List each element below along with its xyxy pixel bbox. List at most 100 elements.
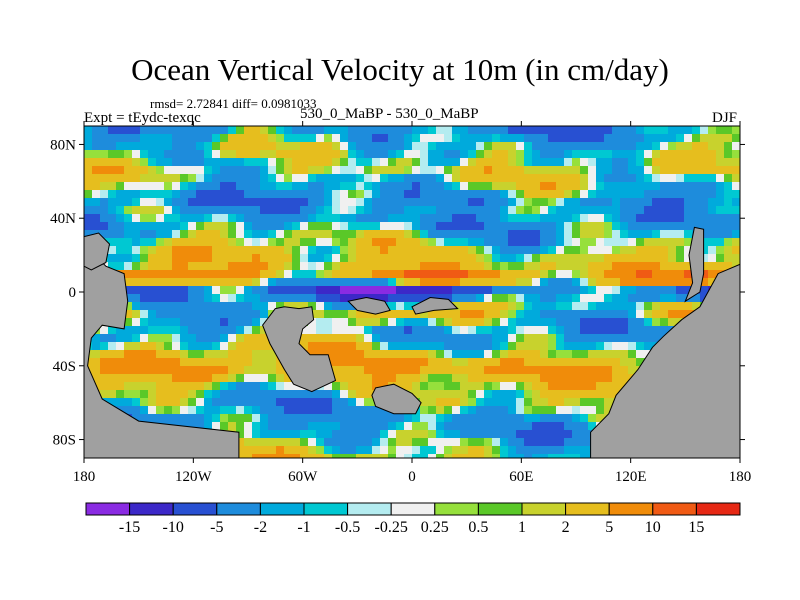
- field-cell: [388, 206, 397, 215]
- field-cell: [516, 198, 525, 207]
- field-cell: [412, 414, 421, 423]
- field-cell: [220, 174, 229, 183]
- field-cell: [292, 174, 301, 183]
- field-cell: [572, 270, 581, 279]
- colorbar-label: 1: [518, 519, 526, 536]
- field-cell: [572, 126, 581, 135]
- field-cell: [316, 310, 325, 319]
- field-cell: [260, 414, 269, 423]
- field-cell: [396, 334, 405, 343]
- field-cell: [452, 230, 461, 239]
- field-cell: [724, 262, 733, 271]
- field-cell: [708, 150, 717, 159]
- field-cell: [172, 398, 181, 407]
- field-cell: [492, 302, 501, 311]
- field-cell: [684, 150, 693, 159]
- field-cell: [292, 422, 301, 431]
- field-cell: [612, 198, 621, 207]
- field-cell: [252, 430, 261, 439]
- field-cell: [612, 382, 621, 391]
- field-cell: [196, 254, 205, 263]
- field-cell: [196, 142, 205, 151]
- field-cell: [564, 246, 573, 255]
- field-cell: [500, 350, 509, 359]
- field-cell: [148, 414, 157, 423]
- field-cell: [628, 302, 637, 311]
- field-cell: [572, 254, 581, 263]
- field-cell: [460, 414, 469, 423]
- field-cell: [212, 166, 221, 175]
- field-cell: [428, 182, 437, 191]
- field-cell: [212, 278, 221, 287]
- land-mask: [84, 126, 740, 458]
- field-cell: [540, 406, 549, 415]
- field-cell: [188, 214, 197, 223]
- field-cell: [364, 190, 373, 199]
- field-cell: [180, 134, 189, 143]
- field-cell: [612, 158, 621, 167]
- field-cell: [372, 222, 381, 231]
- field-cell: [716, 166, 725, 175]
- field-cell: [236, 126, 245, 135]
- field-cell: [420, 430, 429, 439]
- field-cell: [540, 310, 549, 319]
- field-cell: [588, 214, 597, 223]
- field-cell: [292, 430, 301, 439]
- field-cell: [492, 134, 501, 143]
- field-cell: [580, 382, 589, 391]
- field-cell: [364, 398, 373, 407]
- field-cell: [484, 398, 493, 407]
- field-cell: [484, 294, 493, 303]
- field-cell: [140, 358, 149, 367]
- field-cell: [508, 446, 517, 455]
- field-cell: [188, 206, 197, 215]
- field-cell: [644, 190, 653, 199]
- field-cell: [212, 230, 221, 239]
- field-cell: [652, 334, 661, 343]
- field-cell: [444, 422, 453, 431]
- field-cell: [548, 342, 557, 351]
- field-cell: [436, 374, 445, 383]
- x-tick-label: 60W: [288, 469, 318, 485]
- field-cell: [644, 150, 653, 159]
- field-cell: [420, 390, 429, 399]
- field-cell: [316, 134, 325, 143]
- field-cell: [596, 262, 605, 271]
- field-cell: [316, 230, 325, 239]
- field-cell: [180, 358, 189, 367]
- field-cell: [724, 150, 733, 159]
- field-cell: [580, 374, 589, 383]
- field-cell: [468, 222, 477, 231]
- field-cell: [412, 214, 421, 223]
- field-cell: [116, 262, 125, 271]
- field-cell: [572, 286, 581, 295]
- field-cell: [252, 142, 261, 151]
- field-cell: [244, 222, 253, 231]
- field-cell: [660, 134, 669, 143]
- field-cell: [148, 222, 157, 231]
- field-cell: [228, 254, 237, 263]
- field-cell: [404, 334, 413, 343]
- field-cell: [244, 174, 253, 183]
- field-cell: [340, 134, 349, 143]
- field-cell: [108, 158, 117, 167]
- field-cell: [508, 166, 517, 175]
- field-cell: [540, 126, 549, 135]
- field-cell: [652, 142, 661, 151]
- field-cell: [700, 174, 709, 183]
- field-cell: [172, 358, 181, 367]
- field-cell: [548, 174, 557, 183]
- field-cell: [508, 374, 517, 383]
- colorbar-label: 5: [605, 519, 613, 536]
- field-cell: [364, 358, 373, 367]
- field-cell: [524, 182, 533, 191]
- field-cell: [172, 238, 181, 247]
- field-cell: [604, 142, 613, 151]
- field-cell: [236, 166, 245, 175]
- field-cell: [220, 310, 229, 319]
- field-cell: [444, 246, 453, 255]
- field-cell: [140, 406, 149, 415]
- field-cell: [284, 406, 293, 415]
- field-cell: [452, 342, 461, 351]
- field-cell: [268, 382, 277, 391]
